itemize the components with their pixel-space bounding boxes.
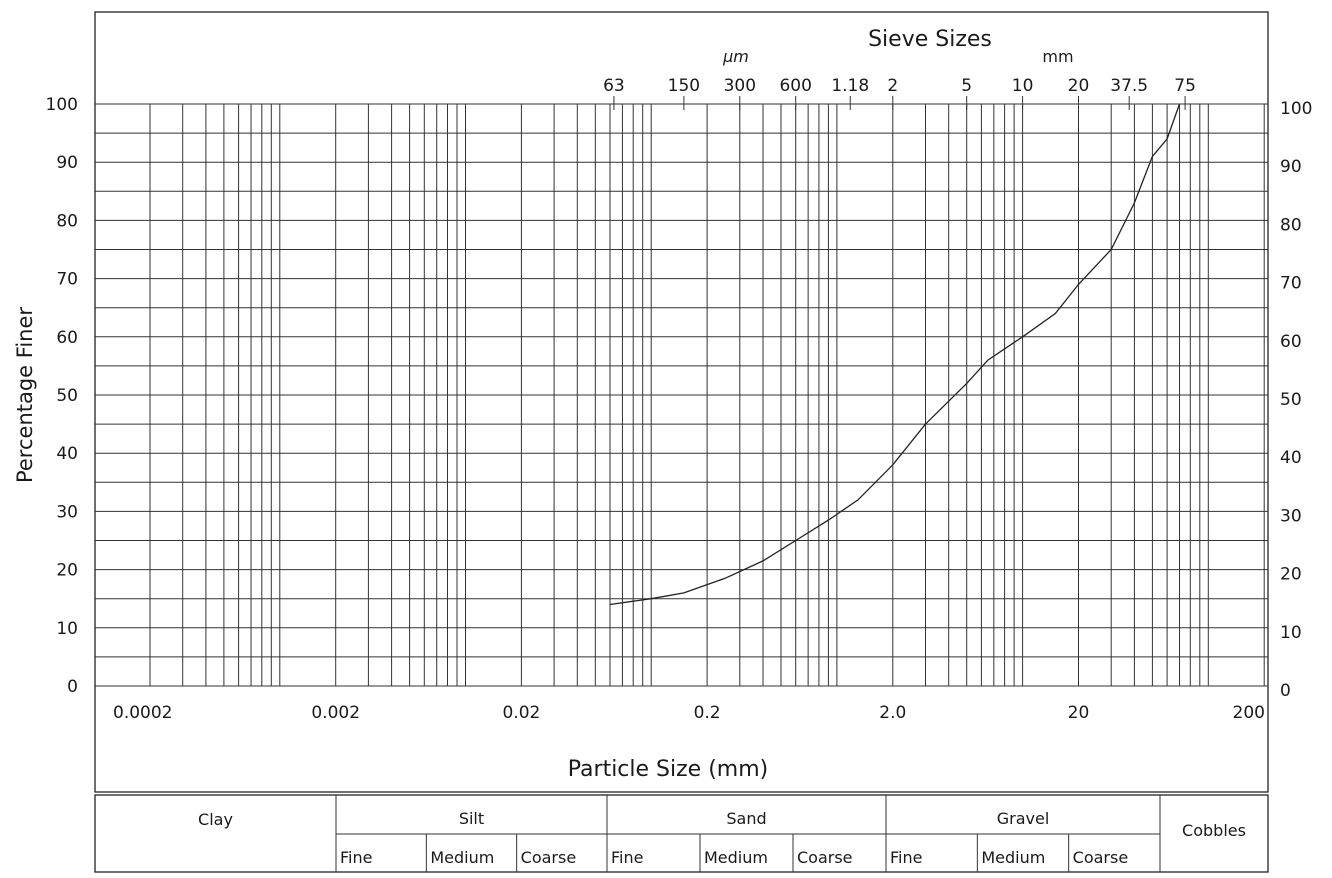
y-tick-label-left: 20 [56, 561, 78, 581]
sieve-size-label: 37.5 [1110, 76, 1148, 96]
gradation-curve [609, 103, 1181, 606]
y-tick-label-right: 70 [1280, 274, 1302, 294]
x-tick-label: 0.02 [502, 703, 540, 723]
x-axis-label: Particle Size (mm) [568, 757, 768, 782]
classification-sub-label: Fine [890, 848, 922, 867]
x-tick-label: 20 [1068, 703, 1090, 723]
classification-sub-label: Coarse [521, 848, 577, 867]
sieve-size-label: 5 [961, 76, 972, 96]
y-tick-label-left: 50 [56, 386, 78, 406]
sieve-size-label: 300 [724, 76, 756, 96]
classification-group-label: Gravel [997, 809, 1050, 828]
x-tick-label: 200 [1233, 703, 1265, 723]
sieve-size-label: 10 [1012, 76, 1034, 96]
y-tick-label-left: 30 [56, 502, 78, 522]
chart-frame [94, 11, 1269, 793]
y-tick-label-right: 80 [1280, 215, 1302, 235]
y-tick-label-right: 30 [1280, 506, 1302, 526]
x-tick-label: 0.0002 [113, 703, 172, 723]
classification-sub-label: Medium [704, 848, 768, 867]
y-tick-label-right: 90 [1280, 157, 1302, 177]
y-tick-label-left: 10 [56, 619, 78, 639]
sieve-size-label: 20 [1068, 76, 1090, 96]
sieve-size-label: 150 [668, 76, 700, 96]
classification-sub-label: Fine [611, 848, 643, 867]
classification-sub-label: Medium [430, 848, 494, 867]
y-tick-label-left: 40 [56, 444, 78, 464]
y-tick-label-right: 40 [1280, 448, 1302, 468]
classification-group-label: Cobbles [1182, 821, 1246, 840]
y-tick-label-left: 80 [56, 211, 78, 231]
sieve-size-label: 75 [1174, 76, 1196, 96]
classification-group-label: Clay [198, 810, 233, 829]
y-tick-label-left: 60 [56, 328, 78, 348]
y-tick-label-right: 10 [1280, 623, 1302, 643]
classification-sub-label: Medium [981, 848, 1045, 867]
x-tick-label: 2.0 [879, 703, 906, 723]
y-tick-label-right: 0 [1280, 681, 1291, 701]
classification-sub-label: Coarse [797, 848, 853, 867]
sieve-size-label: 600 [779, 76, 811, 96]
y-tick-label-right: 20 [1280, 565, 1302, 585]
classification-group-label: Sand [726, 809, 766, 828]
sieve-unit-um: µm [722, 47, 749, 66]
x-tick-label: 0.2 [694, 703, 721, 723]
y-tick-label-left: 0 [67, 677, 78, 697]
sieve-sizes-title: Sieve Sizes [868, 27, 992, 52]
y-tick-label-right: 100 [1280, 99, 1312, 119]
sieve-size-label: 63 [603, 76, 625, 96]
classification-table [94, 794, 1269, 873]
y-tick-label-left: 100 [46, 95, 78, 115]
sieve-size-label: 1.18 [831, 76, 869, 96]
y-tick-label-left: 70 [56, 270, 78, 290]
x-tick-label: 0.002 [311, 703, 360, 723]
classification-sub-label: Coarse [1073, 848, 1129, 867]
classification-sub-label: Fine [340, 848, 372, 867]
y-tick-label-right: 50 [1280, 390, 1302, 410]
y-tick-label-left: 90 [56, 153, 78, 173]
y-axis-label: Percentage Finer [13, 307, 37, 483]
classification-group-label: Silt [459, 809, 484, 828]
sieve-size-label: 2 [887, 76, 898, 96]
y-tick-label-right: 60 [1280, 332, 1302, 352]
sieve-unit-mm: mm [1042, 47, 1073, 66]
